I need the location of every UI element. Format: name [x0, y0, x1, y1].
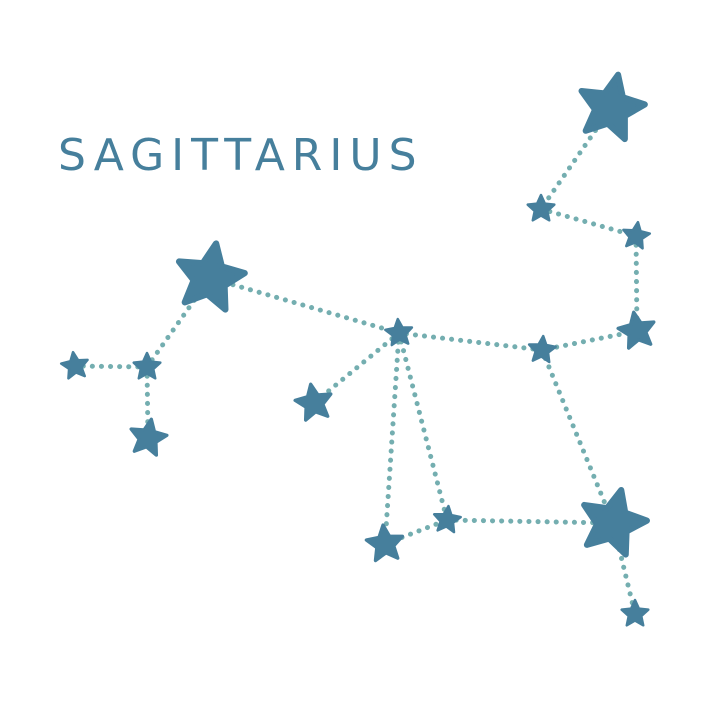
constellation-lines: [72, 105, 640, 617]
star-center-icon: [384, 317, 414, 347]
star-right-small-a-icon: [622, 220, 652, 250]
star-lower-right-large-icon: [581, 486, 650, 558]
star-far-left-icon: [59, 350, 89, 380]
star-left-large-icon: [175, 240, 248, 313]
star-right-medium-icon: [616, 310, 656, 350]
star-left-bottom-icon: [129, 417, 169, 457]
connection-line-star-right-medium-to-star-center-right: [539, 328, 640, 353]
star-upper-right-small-icon: [526, 193, 556, 222]
connection-line-star-left-middle-to-star-far-left: [72, 363, 150, 370]
star-center-right-icon: [527, 334, 557, 364]
connection-line-star-left-middle-to-star-left-bottom: [144, 364, 151, 441]
connection-line-star-upper-right-small-to-star-right-small-a: [538, 206, 639, 239]
star-lower-left-icon: [364, 523, 405, 563]
star-left-middle-icon: [132, 351, 162, 380]
connection-line-star-center-to-star-left-large: [207, 275, 402, 336]
star-top-right-icon: [578, 71, 648, 143]
constellation-stars: [59, 71, 656, 627]
connection-line-star-center-to-star-lower-left: [382, 330, 402, 547]
connection-line-star-right-small-a-to-star-right-medium: [633, 233, 640, 334]
connection-line-star-center-to-star-lower-middle-small: [396, 330, 450, 523]
star-lower-middle-small-icon: [432, 504, 462, 534]
constellation-title: SAGITTARIUS: [58, 130, 424, 181]
connection-line-star-center-right-to-star-center: [396, 330, 545, 353]
star-bottom-right-small-icon: [620, 598, 650, 627]
connection-line-star-center-to-star-center-left: [311, 330, 402, 406]
connection-line-star-lower-middle-small-to-star-lower-right-large: [444, 517, 616, 526]
connection-line-star-center-right-to-star-lower-right-large: [539, 347, 616, 526]
connection-line-star-lower-right-large-to-star-bottom-right-small: [610, 520, 638, 617]
star-center-left-icon: [293, 382, 333, 422]
